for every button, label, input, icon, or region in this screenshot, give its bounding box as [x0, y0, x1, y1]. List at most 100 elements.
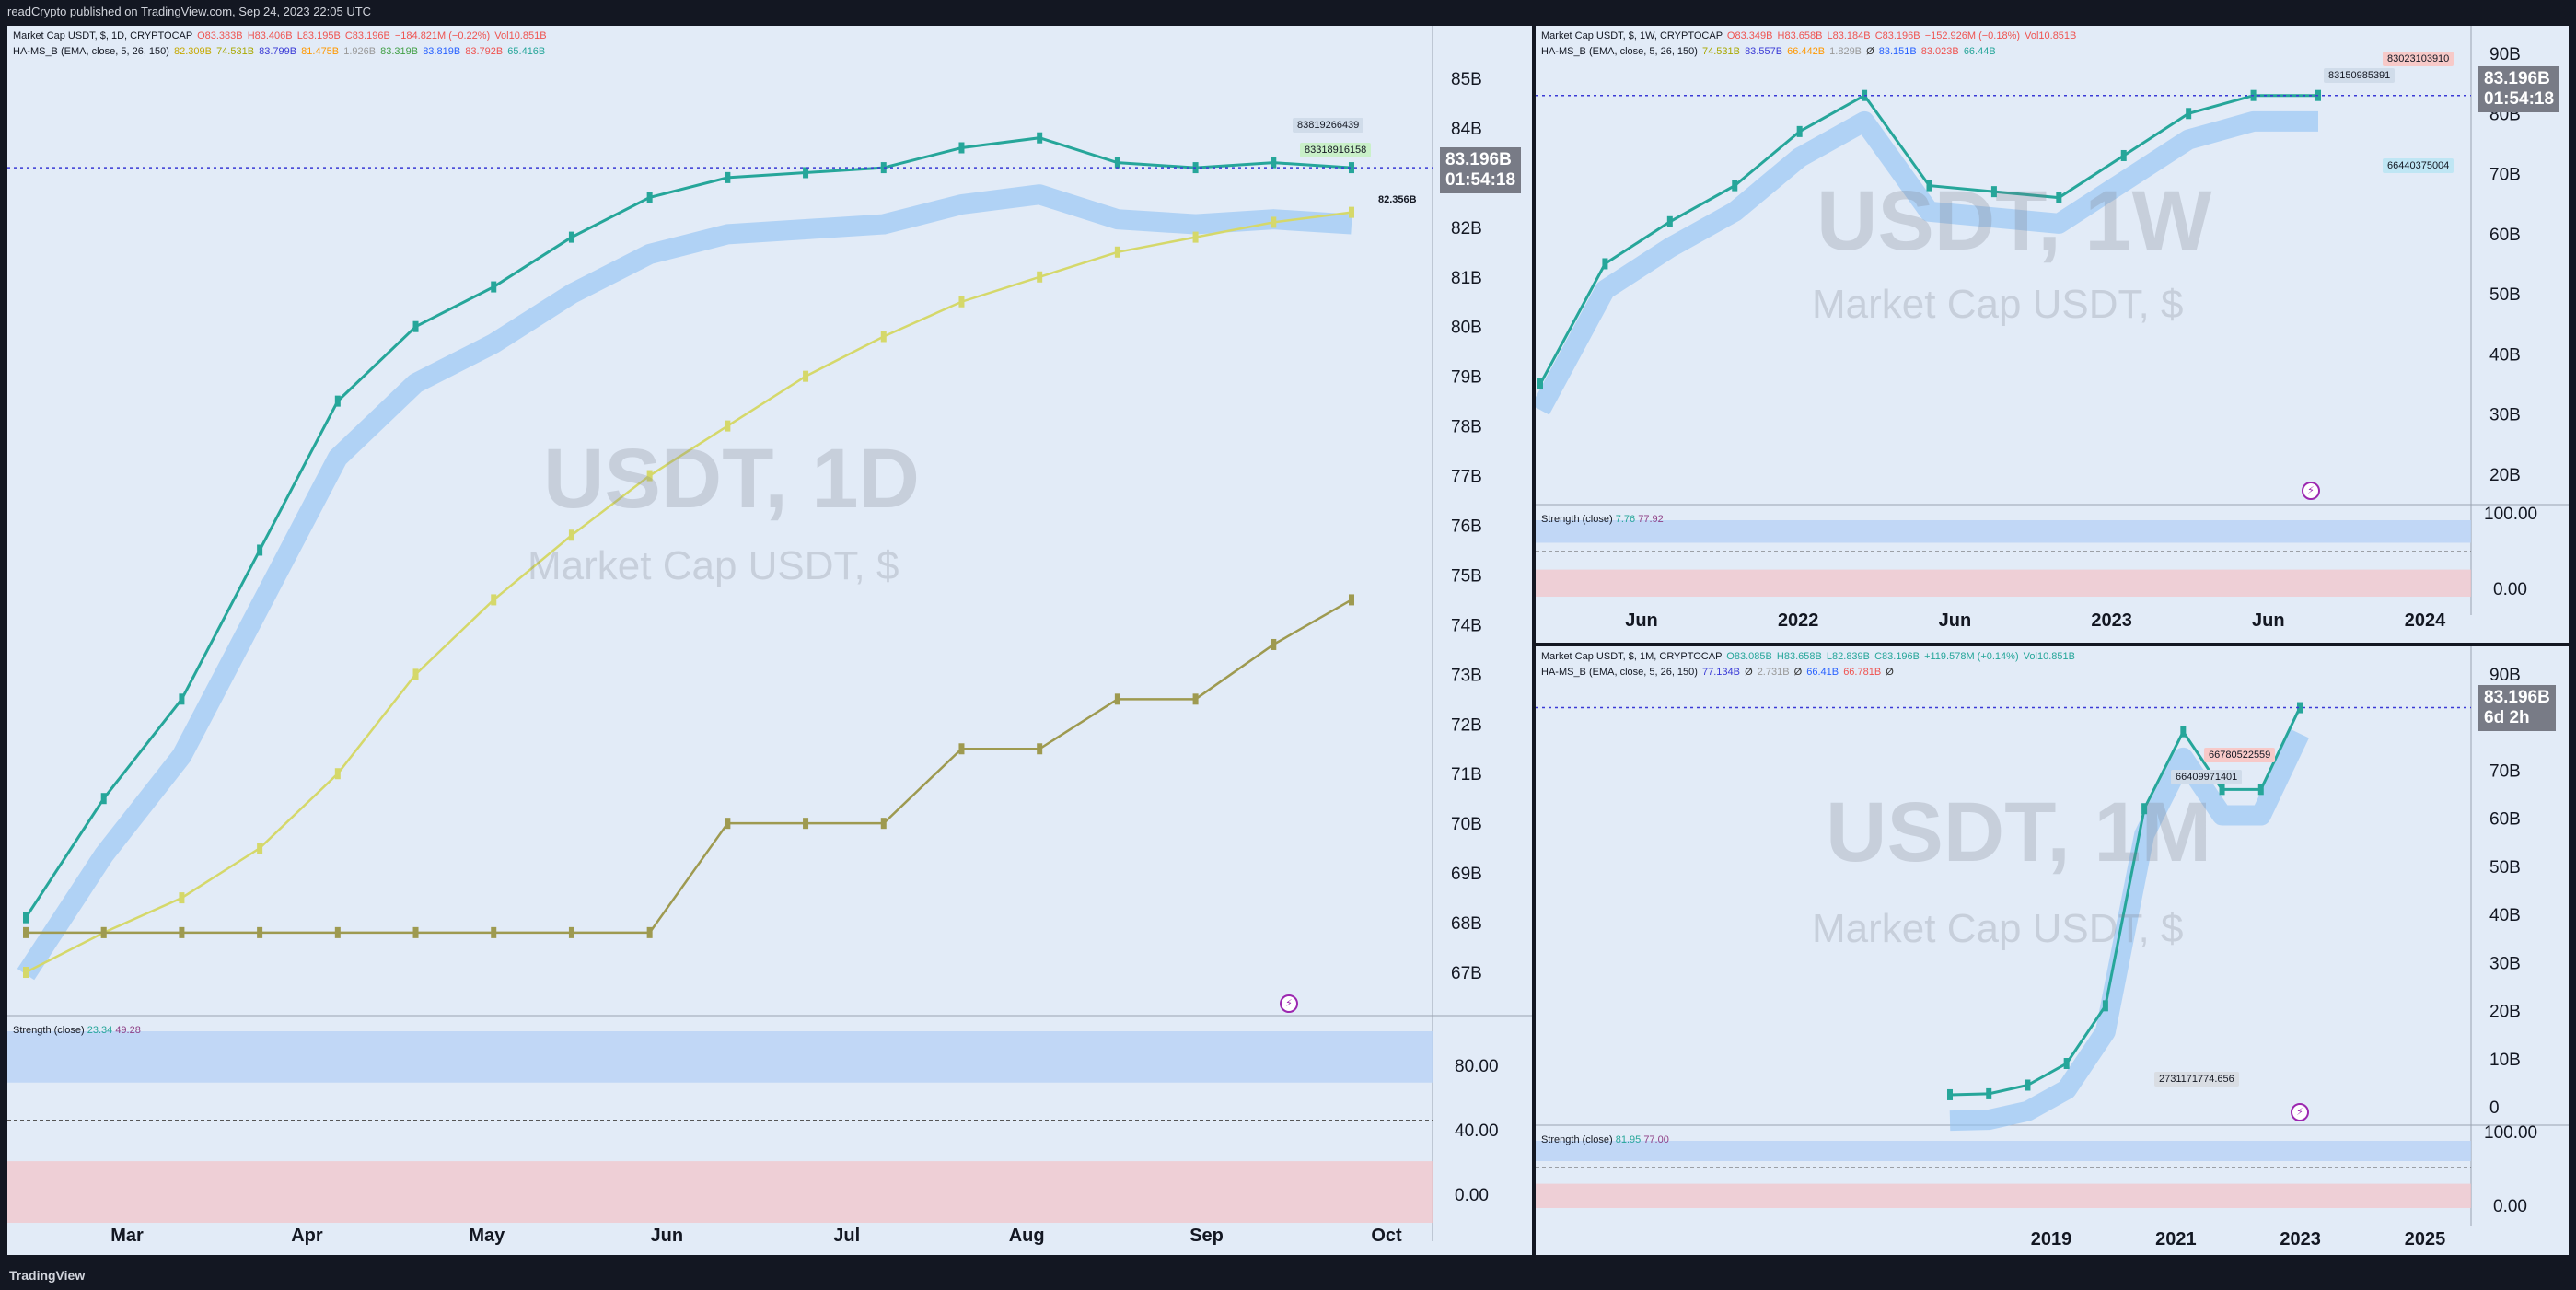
data-point: [491, 281, 497, 293]
symbol-legend: Market Cap USDT, $, 1W, CRYPTOCAP O83.34…: [1541, 30, 2076, 41]
data-point: [880, 162, 887, 174]
tradingview-logo[interactable]: TradingView: [9, 1268, 86, 1283]
chart-panel-1d[interactable]: 85B84B83B82B81B80B79B78B77B76B75B74B73B7…: [7, 26, 1532, 1255]
last-price-tag[interactable]: 83.196B 01:54:18: [2478, 66, 2560, 112]
data-point: [1796, 125, 1803, 137]
ind-val: 74.531B: [1702, 46, 1740, 57]
oscillator-legend: Strength (close) 7.76 77.92: [1541, 514, 1664, 525]
osc-val: 81.95: [1615, 1134, 1642, 1145]
data-point: [334, 768, 341, 780]
bar-countdown: 01:54:18: [1445, 170, 1516, 190]
data-point: [880, 331, 887, 343]
y-tick-label: 85B: [1451, 70, 1482, 89]
series-line-0: [1949, 706, 2302, 1097]
osc-axis-label: 100.00: [2484, 505, 2538, 524]
indicator-title: HA-MS_B (EMA, close, 5, 26, 150): [13, 46, 169, 57]
x-tick-label: 2024: [2405, 610, 2446, 631]
series-line-2: [26, 599, 1352, 935]
data-point: [568, 926, 574, 938]
ohlc-low: L83.184B: [1827, 30, 1871, 41]
ohlc-high: H83.658B: [1777, 30, 1823, 41]
y-tick-label: 30B: [2489, 406, 2521, 425]
y-tick-label: 70B: [1451, 815, 1482, 834]
watermark-subtitle: Market Cap USDT, $: [1812, 906, 2184, 951]
data-point: [1666, 215, 1673, 227]
ema-cloud: [17, 184, 1352, 981]
y-tick-label: 70B: [2489, 761, 2521, 781]
ind-val: 2.731B: [1757, 667, 1790, 678]
last-price-tag[interactable]: 83.196B 6d 2h: [2478, 685, 2556, 731]
oscillator-legend: Strength (close) 23.34 49.28: [13, 1025, 141, 1036]
data-point: [2297, 702, 2303, 714]
data-point: [958, 743, 965, 755]
ind-val: 81.475B: [301, 46, 340, 57]
data-point: [2141, 803, 2148, 815]
data-point: [725, 171, 731, 183]
ohlc-change: +119.578M (+0.14%): [1924, 651, 2019, 662]
level-label: 83318916158: [1300, 143, 1372, 157]
x-tick-label: Jun: [1939, 610, 1972, 631]
y-tick-label: 50B: [2489, 285, 2521, 305]
y-tick-label: 90B: [2489, 45, 2521, 64]
series-line-1: [25, 211, 1352, 974]
lightning-icon[interactable]: ⚡: [2302, 482, 2320, 500]
y-tick-label: 50B: [2489, 858, 2521, 877]
publisher-bar: readCrypto published on TradingView.com,…: [0, 0, 2576, 24]
ind-val: 66.44B: [1963, 46, 1996, 57]
ind-val: 83.151B: [1878, 46, 1917, 57]
ind-val: 1.926B: [343, 46, 377, 57]
last-price: 83.196B: [2484, 688, 2550, 707]
osc-lower-band: [7, 1161, 1433, 1223]
ohlc-close: C83.196B: [1874, 30, 1920, 41]
lightning-icon[interactable]: ⚡: [1280, 994, 1298, 1013]
data-point: [1037, 743, 1043, 755]
ohlc-volume: Vol10.851B: [2025, 30, 2077, 41]
osc-axis-label: 0.00: [1455, 1186, 1489, 1205]
level-label: 66440375004: [2383, 158, 2454, 173]
chart-panel-1m[interactable]: 90B80B70B60B50B40B30B20B10B0201920212023…: [1536, 646, 2569, 1255]
x-tick-label: 2025: [2405, 1229, 2446, 1249]
lightning-icon[interactable]: ⚡: [2291, 1103, 2309, 1121]
osc-val: 77.92: [1638, 514, 1664, 525]
osc-axis-label: 40.00: [1455, 1121, 1499, 1141]
y-tick-label: 30B: [2489, 954, 2521, 973]
data-point: [179, 892, 185, 904]
ind-val: 1.829B: [1829, 46, 1862, 57]
x-tick-label: Jun: [1625, 610, 1658, 631]
data-point: [1537, 378, 1543, 390]
osc-lower-band: [1536, 1183, 2471, 1208]
osc-axis-label: 0.00: [2493, 1197, 2527, 1216]
chart-canvas-1d[interactable]: 85B84B83B82B81B80B79B78B77B76B75B74B73B7…: [7, 26, 1532, 1255]
data-point: [257, 843, 263, 854]
data-point: [2120, 149, 2127, 161]
data-point: [1349, 162, 1354, 174]
x-tick-label: Mar: [110, 1226, 144, 1246]
y-tick-label: 90B: [2489, 666, 2521, 685]
ind-val: 65.416B: [507, 46, 546, 57]
chart-panel-1w[interactable]: 90B 80B 70B 60B 50B 40B 30B 20B Jun 2022 Jun 2023 Ju…: [1536, 26, 2569, 643]
data-point: [412, 668, 419, 680]
x-tick-label: Apr: [291, 1226, 323, 1246]
data-point: [1271, 216, 1277, 228]
y-tick-label: 70B: [2489, 166, 2521, 185]
y-tick-label: 67B: [1451, 964, 1482, 983]
indicator-legend: HA-MS_B (EMA, close, 5, 26, 150) 74.531B…: [1541, 46, 1996, 57]
y-tick-label: 68B: [1451, 914, 1482, 934]
data-point: [1114, 246, 1120, 258]
data-point: [2063, 1058, 2070, 1069]
y-tick-label: 81B: [1451, 269, 1482, 288]
y-tick-label: 82B: [1451, 219, 1482, 238]
x-tick-label: Oct: [1371, 1226, 1402, 1246]
data-point: [646, 192, 653, 203]
x-tick-label: 2019: [2031, 1229, 2072, 1249]
osc-val: 7.76: [1615, 514, 1636, 525]
chart-canvas-1m[interactable]: 90B80B70B60B50B40B30B20B10B0201920212023…: [1536, 646, 2569, 1255]
symbol-legend: Market Cap USDT, $, 1M, CRYPTOCAP O83.08…: [1541, 651, 2075, 662]
last-price-tag[interactable]: 83.196B 01:54:18: [1440, 147, 1522, 193]
ind-val: 66.442B: [1787, 46, 1826, 57]
data-point: [23, 926, 29, 938]
y-tick-label: 10B: [2489, 1051, 2521, 1070]
data-point: [2257, 784, 2264, 796]
data-point: [2025, 1079, 2031, 1091]
